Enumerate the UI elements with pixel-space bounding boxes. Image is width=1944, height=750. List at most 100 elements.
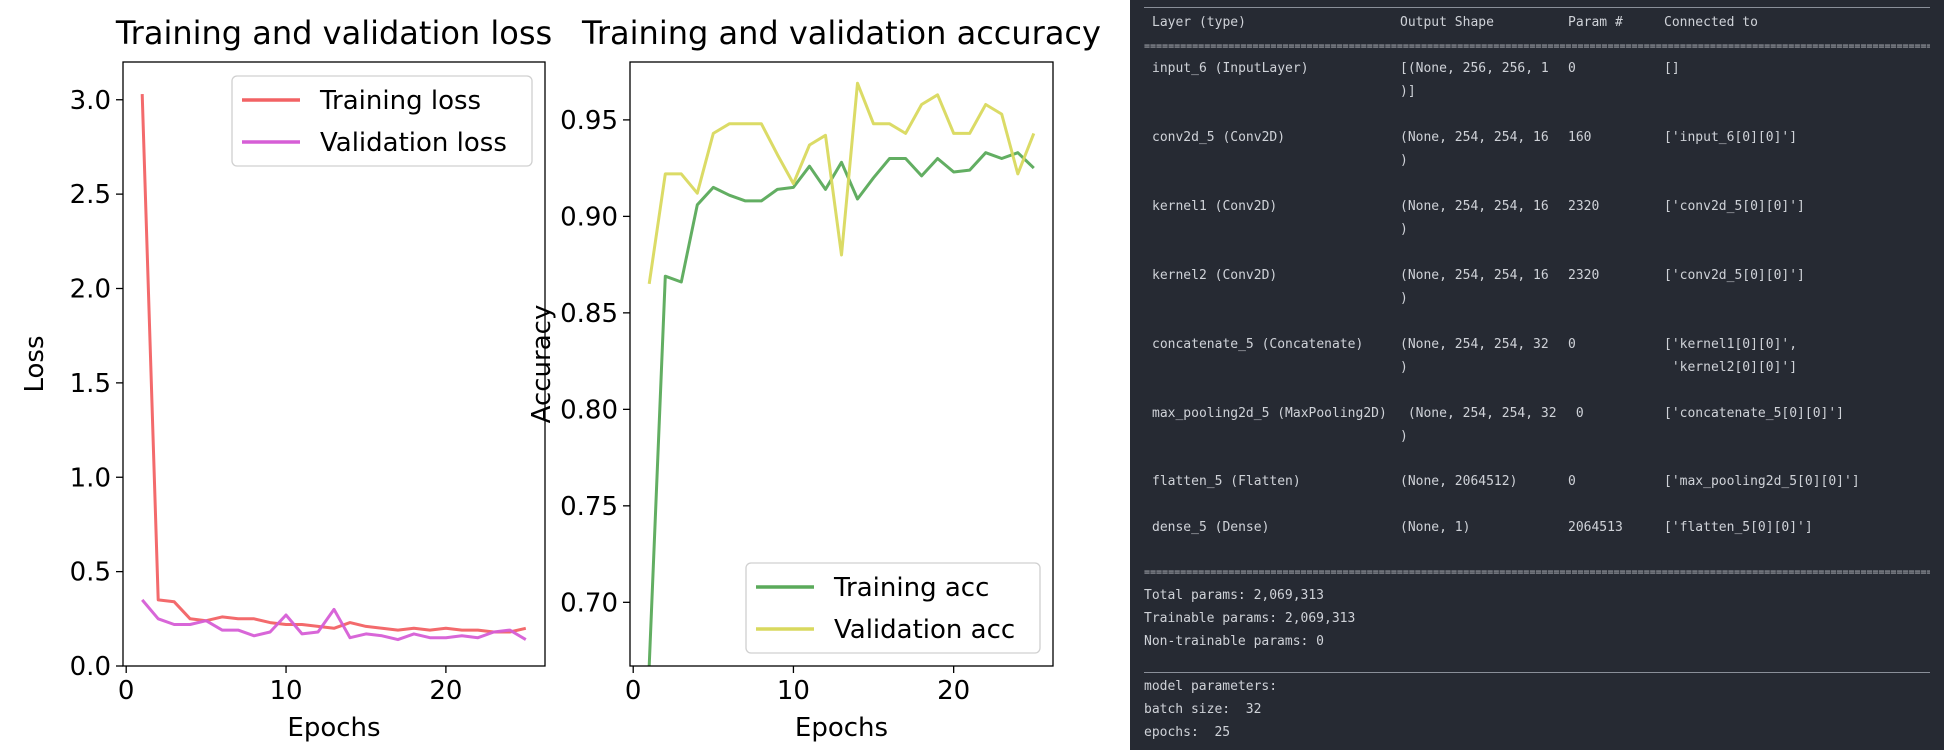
layer-param-count: 2064513 (1568, 520, 1623, 535)
layer-row: kernel2 (Conv2D) (None, 254, 254, 16) 2320… (1152, 264, 1932, 310)
trainable-params: Trainable params: 2,069,313 (1144, 611, 1356, 626)
loss-legend-label: Training loss (319, 86, 481, 116)
acc-legend-label: Validation acc (834, 615, 1015, 645)
acc-y-tick-label: 0.95 (560, 106, 618, 136)
loss-x-tick-label: 0 (118, 676, 135, 706)
layer-name: flatten_5 (Flatten) (1152, 474, 1301, 489)
footer-separator: ========================================… (1144, 567, 1930, 578)
acc-y-tick-label: 0.70 (560, 588, 618, 618)
layer-name: dense_5 (Dense) (1152, 520, 1270, 535)
loss-y-tick-label: 1.0 (70, 463, 111, 493)
layer-param-count: 0 (1568, 406, 1584, 421)
layer-name: max_pooling2d_5 (MaxPooling2D) (1152, 406, 1387, 421)
model-summary-console: Layer (type) Output Shape Param # Connec… (1130, 0, 1944, 750)
layer-row: flatten_5 (Flatten) (None, 2064512) 0 ['max… (1152, 470, 1932, 516)
loss-y-tick-label: 1.5 (70, 369, 111, 399)
layer-output-shape: (None, 254, 254, 16 (1400, 199, 1549, 214)
layer-param-count: 0 (1568, 474, 1576, 489)
header-layer: Layer (type) (1152, 15, 1246, 30)
acc-y-tick-label: 0.85 (560, 299, 618, 329)
loss-x-tick-label: 10 (269, 676, 302, 706)
summary-header: Layer (type) Output Shape Param # Connec… (1152, 11, 1932, 34)
layer-output-shape: ) (1400, 360, 1408, 375)
header-connected-to: Connected to (1664, 15, 1758, 30)
loss-y-tick-label: 0.0 (70, 652, 111, 682)
layer-connected-to: ['concatenate_5[0][0]'] (1664, 406, 1845, 421)
layer-param-count: 0 (1568, 61, 1576, 76)
loss-series-line-2 (141, 598, 527, 642)
layer-name: kernel2 (Conv2D) (1152, 268, 1278, 283)
layer-connected-to: ['flatten_5[0][0]'] (1664, 520, 1813, 535)
loss-y-tick-label: 3.0 (70, 86, 111, 116)
acc-y-tick-label: 0.90 (560, 202, 618, 232)
acc-chart-title: Training and validation accuracy (581, 14, 1101, 52)
acc-x-tick-label: 0 (625, 676, 642, 706)
total-params: Total params: 2,069,313 (1144, 588, 1325, 603)
layer-output-shape: (None, 254, 254, 32 (1400, 406, 1557, 421)
layer-output-shape: (None, 2064512) (1400, 474, 1518, 489)
layer-connected-to: 'kernel2[0][0]'] (1664, 360, 1798, 375)
header-param-count: Param # (1568, 15, 1623, 30)
acc-x-axis-label: Epochs (795, 713, 888, 743)
epochs: epochs: 25 (1144, 725, 1231, 740)
layer-output-shape: ) (1400, 291, 1408, 306)
acc-x-tick-label: 10 (777, 676, 810, 706)
loss-series-line-1 (140, 94, 527, 634)
acc-x-tick-label: 20 (937, 676, 970, 706)
acc-series-line-1 (647, 151, 1035, 667)
model-parameters-label: model parameters: (1144, 679, 1278, 694)
loss-y-tick-label: 2.5 (70, 180, 111, 210)
charts-area: 0 10 20 0.0 0.5 1.0 1.5 2.0 2.5 3.0 Training and v… (20, 14, 1101, 743)
layer-row: concatenate_5 (Concatenate) (None, 254, 2… (1152, 333, 1932, 379)
header-separator: ========================================… (1144, 41, 1930, 52)
header-output-shape: Output Shape (1400, 15, 1494, 30)
batch-size: batch size: 32 (1144, 702, 1262, 717)
loss-legend-box (231, 75, 533, 167)
layer-name: input_6 (InputLayer) (1152, 61, 1309, 76)
layer-output-shape: ) (1400, 222, 1408, 237)
layer-row: max_pooling2d_5 (MaxPooling2D) (None, 25… (1152, 402, 1932, 448)
loss-legend-label: Validation loss (320, 128, 507, 158)
loss-x-tick-label: 20 (429, 676, 462, 706)
loss-x-axis-label: Epochs (287, 713, 380, 743)
acc-y-axis-label: Accuracy (527, 305, 557, 424)
acc-y-tick-label: 0.80 (560, 395, 618, 425)
acc-legend-label: Training acc (833, 573, 989, 603)
acc-legend-box (745, 562, 1041, 654)
layer-connected-to: ['kernel1[0][0]', (1664, 337, 1798, 352)
acc-y-tick-label: 0.75 (560, 492, 618, 522)
layer-param-count: 2320 (1568, 268, 1600, 283)
top-rule (1144, 7, 1930, 8)
layer-name: kernel1 (Conv2D) (1152, 199, 1278, 214)
layer-connected-to: [] (1664, 61, 1680, 76)
layer-output-shape: )] (1400, 84, 1416, 99)
layer-row: input_6 (InputLayer) [(None, 256, 256, 1)… (1152, 57, 1932, 103)
params-rule (1144, 672, 1930, 673)
layer-row: dense_5 (Dense) (None, 1) 2064513 ['flatten… (1152, 516, 1932, 562)
layer-row: conv2d_5 (Conv2D) (None, 254, 254, 16) 160… (1152, 126, 1932, 172)
loss-y-tick-label: 2.0 (70, 275, 111, 305)
layer-output-shape: ) (1400, 153, 1408, 168)
layer-output-shape: (None, 254, 254, 16 (1400, 130, 1549, 145)
layer-name: concatenate_5 (Concatenate) (1152, 337, 1364, 352)
non-trainable-params: Non-trainable params: 0 (1144, 634, 1325, 649)
loss-y-axis-label: Loss (20, 335, 50, 392)
layer-output-shape: [(None, 256, 256, 1 (1400, 61, 1549, 76)
layer-param-count: 2320 (1568, 199, 1600, 214)
loss-plot-frame (122, 61, 546, 667)
layer-param-count: 160 (1568, 130, 1592, 145)
acc-series-line-2 (647, 81, 1036, 285)
layer-connected-to: ['conv2d_5[0][0]'] (1664, 268, 1805, 283)
layer-row: kernel1 (Conv2D) (None, 254, 254, 16) 2320… (1152, 195, 1932, 241)
layer-output-shape: (None, 1) (1400, 520, 1471, 535)
acc-plot-frame (629, 61, 1054, 667)
layer-connected-to: ['max_pooling2d_5[0][0]'] (1664, 474, 1860, 489)
layer-output-shape: (None, 254, 254, 32 (1400, 337, 1549, 352)
layer-output-shape: ) (1400, 429, 1408, 444)
layer-connected-to: ['conv2d_5[0][0]'] (1664, 199, 1805, 214)
loss-chart-title: Training and validation loss (115, 14, 552, 52)
layer-connected-to: ['input_6[0][0]'] (1664, 130, 1798, 145)
loss-y-tick-label: 0.5 (70, 558, 111, 588)
layer-name: conv2d_5 (Conv2D) (1152, 130, 1286, 145)
layer-output-shape: (None, 254, 254, 16 (1400, 268, 1549, 283)
